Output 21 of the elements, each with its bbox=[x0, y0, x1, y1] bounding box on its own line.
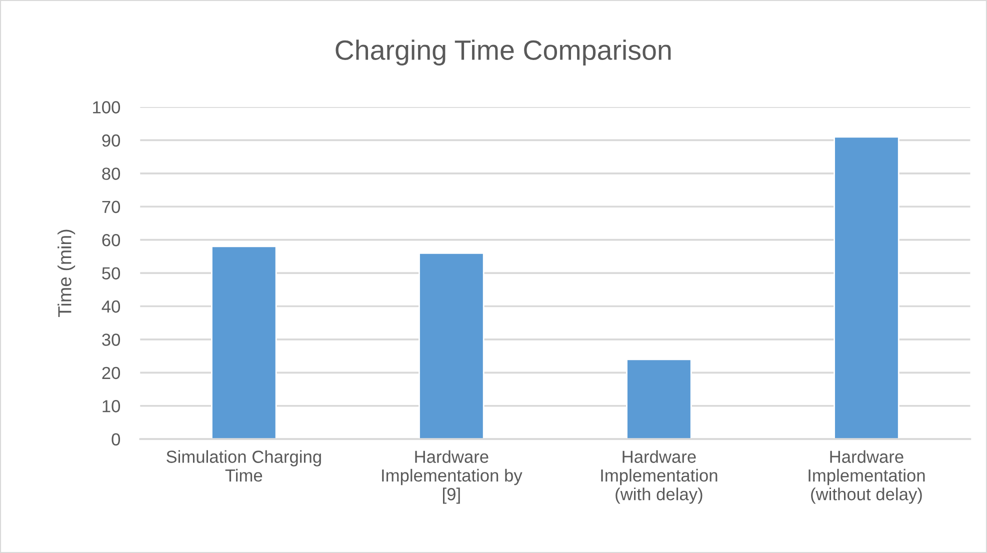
bar bbox=[834, 136, 900, 440]
y-tick-label: 70 bbox=[102, 200, 120, 214]
x-tick-label: Hardware Implementation (without delay) bbox=[808, 450, 925, 504]
bar bbox=[626, 358, 692, 440]
y-tick-label: 20 bbox=[102, 366, 120, 380]
y-tick-label: 100 bbox=[93, 101, 120, 114]
y-tick-label: 30 bbox=[102, 334, 120, 346]
bar bbox=[211, 246, 277, 440]
y-tick-label: 80 bbox=[102, 168, 120, 180]
y-tick-label: 0 bbox=[112, 433, 120, 446]
y-tick-label: 90 bbox=[102, 134, 120, 147]
x-tick-label: Hardware Implementation by [9] bbox=[382, 450, 522, 504]
x-tick-label: Hardware Implementation (with delay) bbox=[601, 450, 718, 504]
y-tick-label: 60 bbox=[102, 234, 120, 246]
x-tick-label: Simulation Charging Time bbox=[166, 450, 321, 482]
y-axis-title: Time (min) bbox=[58, 230, 76, 318]
bar bbox=[418, 252, 484, 440]
y-tick-label: 10 bbox=[102, 400, 120, 412]
y-tick-label: 40 bbox=[102, 300, 120, 313]
y-tick-label: 50 bbox=[102, 267, 120, 280]
chart-title: Charging Time Comparison bbox=[336, 40, 671, 66]
